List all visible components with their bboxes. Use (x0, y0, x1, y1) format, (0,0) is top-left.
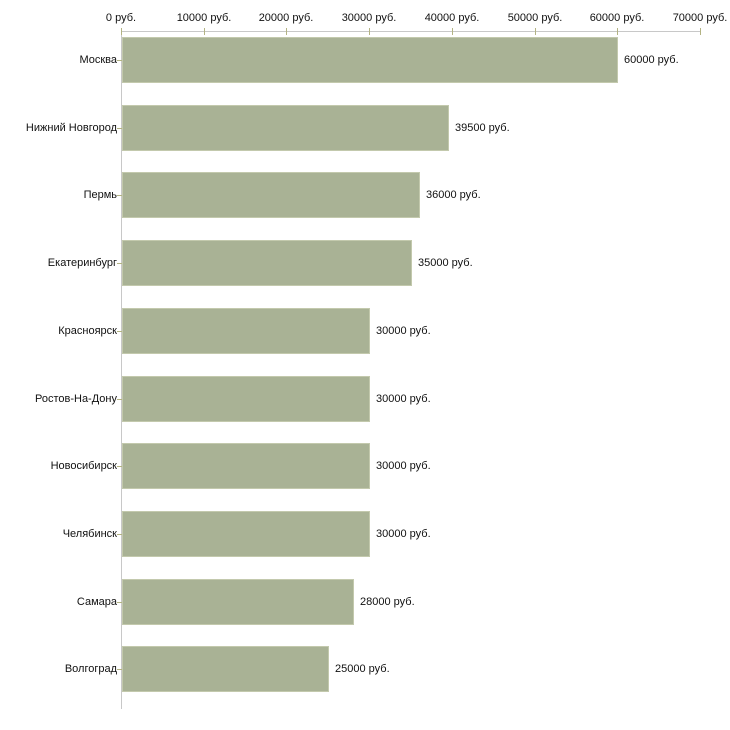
x-tick-label: 70000 руб. (672, 12, 728, 24)
category-label: Самара (76, 596, 117, 608)
category-tick-mark (117, 263, 126, 264)
x-tick-mark (121, 28, 122, 35)
x-tick-mark (286, 28, 287, 35)
category-label: Москва (79, 54, 117, 66)
value-label: 39500 руб. (455, 122, 510, 134)
category-label: Ростов-На-Дону (34, 393, 117, 405)
bar (122, 105, 449, 151)
bar (122, 172, 420, 218)
category-tick-mark (117, 399, 126, 400)
category-label: Челябинск (62, 528, 117, 540)
category-label: Нижний Новгород (25, 122, 117, 134)
x-tick-mark (369, 28, 370, 35)
y-axis-line (121, 31, 122, 709)
value-label: 36000 руб. (426, 189, 481, 201)
category-tick-mark (117, 195, 126, 196)
x-tick-mark (452, 28, 453, 35)
x-tick-mark (700, 28, 701, 35)
bar (122, 308, 370, 354)
x-tick-label: 50000 руб. (507, 12, 563, 24)
category-tick-mark (117, 669, 126, 670)
bar (122, 579, 354, 625)
value-label: 30000 руб. (376, 325, 431, 337)
x-tick-label: 30000 руб. (341, 12, 397, 24)
x-tick-mark (617, 28, 618, 35)
bar (122, 37, 618, 83)
value-label: 30000 руб. (376, 460, 431, 472)
bar (122, 376, 370, 422)
x-tick-mark (204, 28, 205, 35)
bar (122, 240, 412, 286)
x-tick-mark (535, 28, 536, 35)
bar (122, 646, 329, 692)
x-tick-label: 20000 руб. (258, 12, 314, 24)
x-tick-label: 10000 руб. (176, 12, 232, 24)
bar (122, 443, 370, 489)
value-label: 35000 руб. (418, 257, 473, 269)
category-label: Екатеринбург (47, 257, 117, 269)
value-label: 30000 руб. (376, 393, 431, 405)
category-label: Пермь (83, 189, 117, 201)
x-tick-label: 60000 руб. (589, 12, 645, 24)
category-tick-mark (117, 331, 126, 332)
category-label: Волгоград (64, 663, 117, 675)
category-tick-mark (117, 534, 126, 535)
category-label: Красноярск (58, 325, 117, 337)
category-tick-mark (117, 602, 126, 603)
value-label: 60000 руб. (624, 54, 679, 66)
category-tick-mark (117, 466, 126, 467)
value-label: 25000 руб. (335, 663, 390, 675)
bar (122, 511, 370, 557)
x-tick-label: 40000 руб. (424, 12, 480, 24)
x-tick-label: 0 руб. (105, 12, 137, 24)
category-tick-mark (117, 60, 126, 61)
category-label: Новосибирск (50, 460, 117, 472)
category-tick-mark (117, 128, 126, 129)
value-label: 28000 руб. (360, 596, 415, 608)
value-label: 30000 руб. (376, 528, 431, 540)
x-axis-line (121, 31, 700, 32)
